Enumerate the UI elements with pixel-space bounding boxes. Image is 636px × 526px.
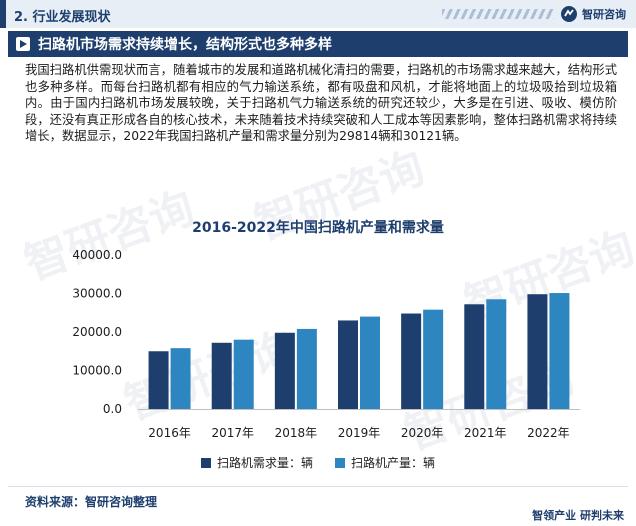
brand-logo-icon [561, 6, 577, 22]
bar-demand [148, 351, 169, 409]
x-tick-label: 2022年 [527, 426, 570, 440]
footer-divider [8, 486, 628, 487]
bar-output [486, 299, 507, 409]
header-band: 扫路机市场需求持续增长，结构形式也多种多样 [8, 31, 628, 57]
bar-demand [338, 320, 358, 409]
y-tick-label: 10000.0 [72, 364, 122, 378]
chart-legend: 扫路机需求量：辆 扫路机产量：辆 [0, 454, 636, 471]
footer-slogan: 智领产业 研判未来 [532, 509, 624, 522]
brand-logo: 智研咨询 [560, 5, 626, 23]
header-title: 扫路机市场需求持续增长，结构形式也多种多样 [38, 37, 332, 53]
bar-output [233, 339, 254, 409]
x-tick-label: 2018年 [275, 426, 318, 440]
section-label: 2. 行业发展现状 [14, 10, 111, 25]
bar-demand [527, 294, 548, 409]
section-bar: 2. 行业发展现状 智研咨询 [0, 0, 636, 28]
x-tick-label: 2016年 [148, 426, 191, 440]
bar-output [549, 293, 570, 409]
decorative-stripes [442, 9, 554, 19]
y-tick-label: 40000.0 [72, 248, 122, 262]
y-tick-label: 20000.0 [72, 325, 122, 339]
bar-demand [401, 313, 422, 409]
legend-label-demand: 扫路机需求量：辆 [216, 456, 313, 470]
chart-title: 2016-2022年中国扫路机产量和需求量 [192, 220, 444, 236]
bar-demand [274, 332, 295, 409]
y-tick-label: 0.0 [103, 402, 122, 416]
x-tick-label: 2019年 [338, 426, 381, 440]
y-tick-label: 30000.0 [72, 287, 122, 301]
bar-output [296, 328, 317, 409]
bar-output [170, 348, 191, 409]
legend-swatch-demand [200, 457, 211, 468]
bar-demand [464, 304, 485, 409]
play-icon [16, 37, 30, 51]
x-tick-label: 2017年 [211, 426, 254, 440]
bar-output [423, 309, 444, 409]
x-tick-label: 2020年 [401, 426, 444, 440]
section-marker [0, 0, 6, 28]
brand-logo-text: 智研咨询 [582, 8, 626, 21]
legend-item-output: 扫路机产量：辆 [335, 454, 435, 471]
bar-demand [211, 342, 232, 409]
source-note: 资料来源：智研咨询整理 [25, 495, 158, 509]
body-paragraph: 我国扫路机供需现状而言，随着城市的发展和道路机械化清扫的需要，扫路机的市场需求越… [25, 63, 617, 143]
bar-output [360, 316, 380, 409]
x-tick-label: 2021年 [464, 426, 507, 440]
legend-swatch-output [335, 457, 345, 468]
legend-label-output: 扫路机产量：辆 [351, 456, 436, 470]
legend-item-demand: 扫路机需求量：辆 [200, 454, 313, 471]
